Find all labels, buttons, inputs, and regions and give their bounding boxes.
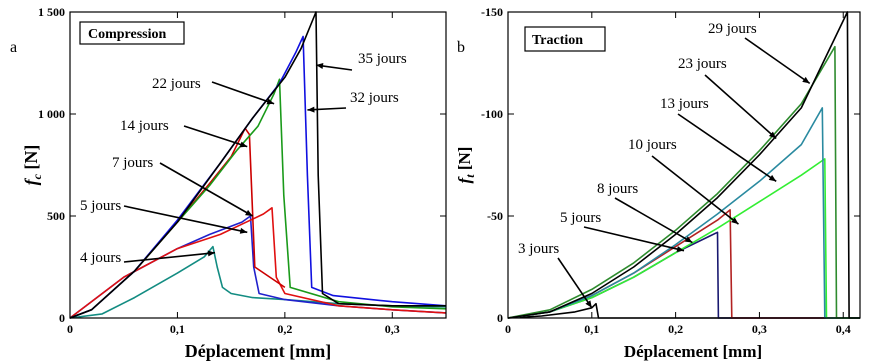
chart-title-traction: Traction bbox=[532, 33, 583, 48]
series-line-5-jours bbox=[69, 215, 447, 319]
annotation-arrowhead-23-jours bbox=[768, 131, 777, 139]
y-axis-label-compression: fc [N] bbox=[21, 145, 44, 186]
annotation-arrow-14-jours bbox=[183, 125, 248, 148]
annotation-label-35-jours: 35 jours bbox=[358, 51, 407, 67]
annotation-label-22-jours: 22 jours bbox=[152, 76, 201, 92]
annotation-label-8-jours: 8 jours bbox=[597, 181, 638, 197]
annotation-label-4-jours: 4 jours bbox=[80, 250, 121, 266]
y-axis-label-traction: ft [N] bbox=[455, 147, 477, 184]
y-tick-label-traction: 0 bbox=[497, 311, 503, 325]
y-tick-label-traction: -50 bbox=[487, 209, 503, 223]
annotation-arrow-13-jours bbox=[677, 113, 777, 182]
annotation-arrowhead-8-jours bbox=[684, 236, 693, 243]
annotation-arrow-4-jours bbox=[123, 251, 216, 263]
x-tick-label-traction: 0 bbox=[505, 322, 511, 336]
series-line-3-jours bbox=[507, 302, 860, 319]
annotation-arrowhead-32-jours bbox=[307, 106, 315, 113]
chart-title-compression: Compression bbox=[88, 27, 167, 42]
series-line-23-jours bbox=[507, 45, 860, 319]
annotation-arrow-7-jours bbox=[159, 162, 254, 217]
plot-frame-traction bbox=[507, 11, 861, 319]
annotation-arrowhead-3-jours bbox=[585, 300, 592, 308]
axis-ticks-traction: 0 0,1 0,2 0,3 0,4 0 -50 -100 -150 bbox=[481, 5, 860, 336]
annotation-arrowhead-7-jours bbox=[245, 209, 253, 216]
x-tick-label-traction: 0,4 bbox=[836, 322, 851, 336]
panel-traction: b Traction Déplacement [mm] ft [N] 0 0,1 0… bbox=[455, 5, 861, 361]
x-tick-label-compression: 0 bbox=[67, 322, 73, 336]
x-tick-label-compression: 0,2 bbox=[277, 322, 292, 336]
annotation-arrowhead-14-jours bbox=[239, 141, 248, 148]
x-tick-label-compression: 0,1 bbox=[170, 322, 185, 336]
annotation-arrow-23-jours bbox=[704, 74, 777, 140]
title-box-compression bbox=[79, 21, 185, 45]
y-tick-label-traction: -150 bbox=[481, 5, 503, 19]
annotation-label-5-jours: 5 jours bbox=[560, 210, 601, 226]
annotation-arrowhead-35-jours bbox=[316, 63, 324, 69]
annotation-arrowhead-29-jours bbox=[802, 76, 810, 84]
y-tick-label-compression: 1 500 bbox=[38, 5, 65, 19]
panel-letter-a: a bbox=[10, 39, 17, 56]
annotation-arrow-22-jours bbox=[211, 81, 275, 105]
x-tick-label-compression: 0,3 bbox=[385, 322, 400, 336]
x-tick-label-traction: 0,1 bbox=[584, 322, 599, 336]
annotation-arrowhead-22-jours bbox=[266, 98, 275, 105]
annotation-label-14-jours: 14 jours bbox=[120, 118, 169, 134]
y-tick-label-compression: 0 bbox=[59, 311, 65, 325]
series-line-22-jours bbox=[69, 78, 447, 319]
annotation-label-7-jours: 7 jours bbox=[112, 155, 153, 171]
annotation-arrowhead-4-jours bbox=[207, 250, 216, 257]
title-box-traction bbox=[524, 26, 606, 52]
series-line-29-jours bbox=[507, 11, 860, 319]
annotation-label-5-jours: 5 jours bbox=[80, 198, 121, 214]
annotation-arrow-3-jours bbox=[557, 257, 593, 309]
series-line-35-jours bbox=[69, 11, 446, 319]
panel-letter-b: b bbox=[457, 39, 465, 56]
plot-area-compression bbox=[69, 11, 447, 319]
series-line-7-jours bbox=[69, 207, 447, 319]
annotations-traction: 29 jours 23 jours 13 jours 10 jours 8 jours 5… bbox=[518, 21, 811, 309]
y-tick-label-traction: -100 bbox=[481, 107, 503, 121]
annotation-label-23-jours: 23 jours bbox=[678, 56, 727, 72]
annotations-compression: 35 jours 32 jours 22 jours 14 jours 7 jours 5… bbox=[80, 51, 407, 266]
annotation-arrow-29-jours bbox=[744, 37, 811, 85]
axis-ticks-compression: 0 0,1 0,2 0,3 0 500 1 000 1 500 bbox=[38, 5, 446, 336]
plot-frame-compression bbox=[69, 11, 447, 319]
annotation-arrowhead-5-jours bbox=[676, 246, 684, 252]
y-tick-label-compression: 1 000 bbox=[38, 107, 65, 121]
annotation-arrowhead-13-jours bbox=[768, 174, 777, 182]
y-tick-label-compression: 500 bbox=[47, 209, 65, 223]
annotation-label-10-jours: 10 jours bbox=[628, 137, 677, 153]
x-tick-label-traction: 0,2 bbox=[668, 322, 683, 336]
annotation-arrow-10-jours bbox=[651, 155, 739, 225]
annotation-label-13-jours: 13 jours bbox=[660, 96, 709, 112]
annotation-arrow-8-jours bbox=[614, 197, 693, 244]
x-axis-label-traction: Déplacement [mm] bbox=[624, 342, 762, 361]
annotation-label-32-jours: 32 jours bbox=[350, 90, 399, 106]
annotation-label-3-jours: 3 jours bbox=[518, 241, 559, 257]
annotation-arrow-5-jours bbox=[583, 226, 685, 252]
annotation-arrowhead-5-jours bbox=[239, 227, 248, 234]
x-tick-label-traction: 0,3 bbox=[752, 322, 767, 336]
annotation-arrow-5-jours bbox=[123, 205, 248, 234]
x-axis-label-compression: Déplacement [mm] bbox=[185, 341, 331, 361]
annotation-label-29-jours: 29 jours bbox=[708, 21, 757, 37]
annotation-arrowhead-10-jours bbox=[731, 217, 739, 225]
